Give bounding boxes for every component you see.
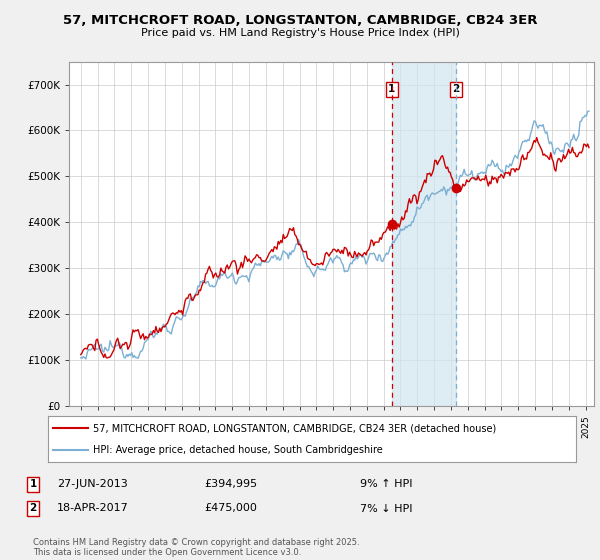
Bar — [392, 62, 456, 406]
Text: £394,995: £394,995 — [204, 479, 257, 489]
Text: 18-APR-2017: 18-APR-2017 — [57, 503, 129, 514]
Text: 2: 2 — [29, 503, 37, 514]
Text: Price paid vs. HM Land Registry's House Price Index (HPI): Price paid vs. HM Land Registry's House … — [140, 28, 460, 38]
Text: 7% ↓ HPI: 7% ↓ HPI — [360, 503, 413, 514]
Text: HPI: Average price, detached house, South Cambridgeshire: HPI: Average price, detached house, Sout… — [93, 445, 383, 455]
Text: 27-JUN-2013: 27-JUN-2013 — [57, 479, 128, 489]
Text: 57, MITCHCROFT ROAD, LONGSTANTON, CAMBRIDGE, CB24 3ER (detached house): 57, MITCHCROFT ROAD, LONGSTANTON, CAMBRI… — [93, 423, 496, 433]
Text: 9% ↑ HPI: 9% ↑ HPI — [360, 479, 413, 489]
Text: Contains HM Land Registry data © Crown copyright and database right 2025.
This d: Contains HM Land Registry data © Crown c… — [33, 538, 359, 557]
Text: 1: 1 — [388, 84, 395, 94]
Text: 2: 2 — [452, 84, 460, 94]
Text: 57, MITCHCROFT ROAD, LONGSTANTON, CAMBRIDGE, CB24 3ER: 57, MITCHCROFT ROAD, LONGSTANTON, CAMBRI… — [63, 14, 537, 27]
Text: £475,000: £475,000 — [204, 503, 257, 514]
Text: 1: 1 — [29, 479, 37, 489]
